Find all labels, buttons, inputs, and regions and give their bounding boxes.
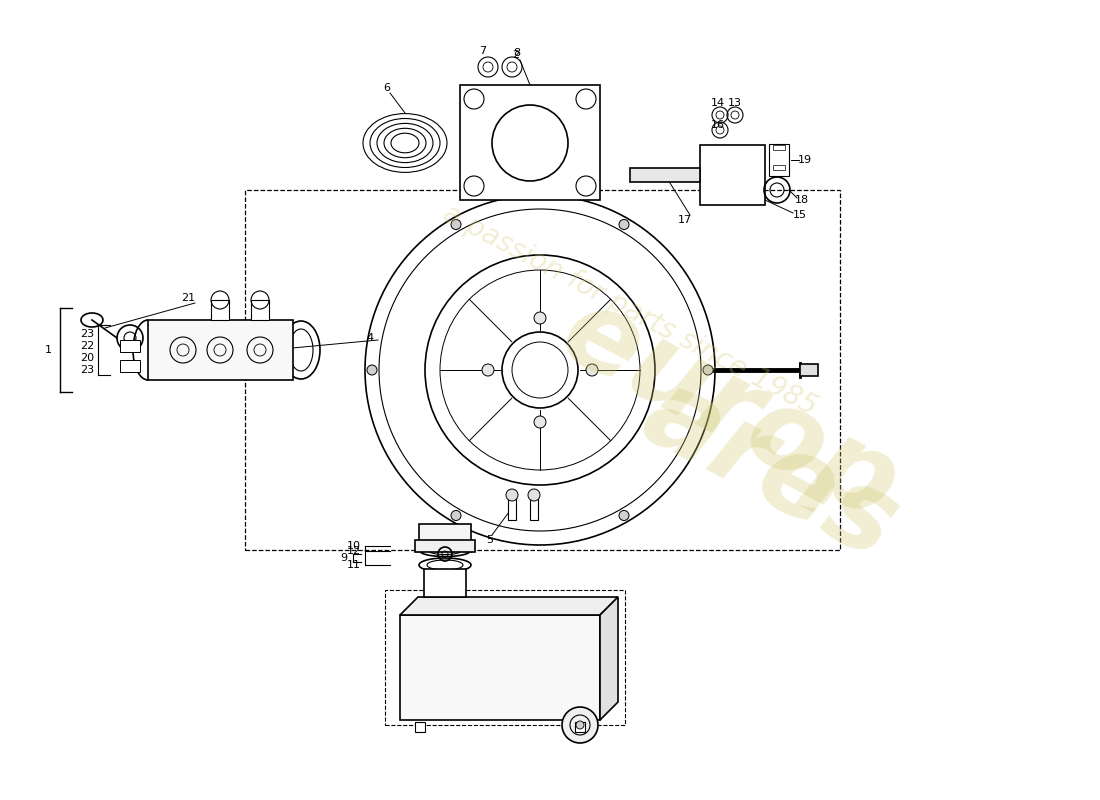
Circle shape [562,707,598,743]
Text: 10: 10 [346,541,361,551]
Text: ares: ares [625,359,915,581]
Text: 11: 11 [346,560,361,570]
Text: 22: 22 [79,341,94,351]
Bar [385,590,625,725]
Bar [800,364,818,376]
Circle shape [534,416,546,428]
Circle shape [451,219,461,230]
Bar [575,722,585,732]
Polygon shape [400,615,600,720]
Bar [415,722,425,732]
Text: 8: 8 [514,48,520,58]
Circle shape [619,510,629,521]
Text: 20: 20 [213,305,227,315]
Bar [460,85,600,200]
Text: 6: 6 [505,180,512,190]
Bar [630,168,700,182]
Text: 5: 5 [486,180,494,190]
Text: 6: 6 [384,83,390,93]
Text: 18: 18 [795,195,810,205]
Text: 17: 17 [678,215,692,225]
Bar [415,540,475,552]
Circle shape [482,364,494,376]
Text: europ: europ [543,277,916,543]
Bar [508,495,516,520]
Text: a passion for parts since 1985: a passion for parts since 1985 [438,199,822,421]
Circle shape [528,489,540,501]
Circle shape [619,219,629,230]
Bar [251,300,270,320]
Text: 23: 23 [80,365,94,375]
Text: 14: 14 [711,98,725,108]
Text: 13: 13 [728,98,743,108]
Bar [419,524,471,542]
Text: 12: 12 [346,546,361,556]
Circle shape [576,721,584,729]
Text: 1: 1 [45,345,52,355]
Bar [424,569,466,597]
Text: 20: 20 [80,353,94,363]
Bar [211,300,229,320]
Text: 7: 7 [480,46,486,56]
Text: 16: 16 [711,120,725,130]
Text: 15: 15 [793,210,807,220]
Text: 19: 19 [798,155,812,165]
Bar [148,320,293,380]
Bar [245,190,840,550]
Bar [120,340,140,352]
Text: 3: 3 [496,160,504,170]
Circle shape [586,364,598,376]
Bar [700,145,764,205]
Text: 21: 21 [180,293,195,303]
Text: 2: 2 [513,50,519,60]
Circle shape [506,489,518,501]
Text: 5: 5 [486,535,494,545]
Bar [530,495,538,520]
Polygon shape [400,597,618,615]
Bar [773,145,785,150]
Text: 23: 23 [80,329,94,339]
Circle shape [703,365,713,375]
Text: 20: 20 [253,305,267,315]
Text: 9: 9 [340,553,346,563]
Bar [773,165,785,170]
Polygon shape [600,597,618,720]
Bar [769,144,789,176]
Circle shape [367,365,377,375]
Text: 4: 4 [366,333,374,343]
Circle shape [534,312,546,324]
Circle shape [451,510,461,521]
Bar [120,360,140,372]
